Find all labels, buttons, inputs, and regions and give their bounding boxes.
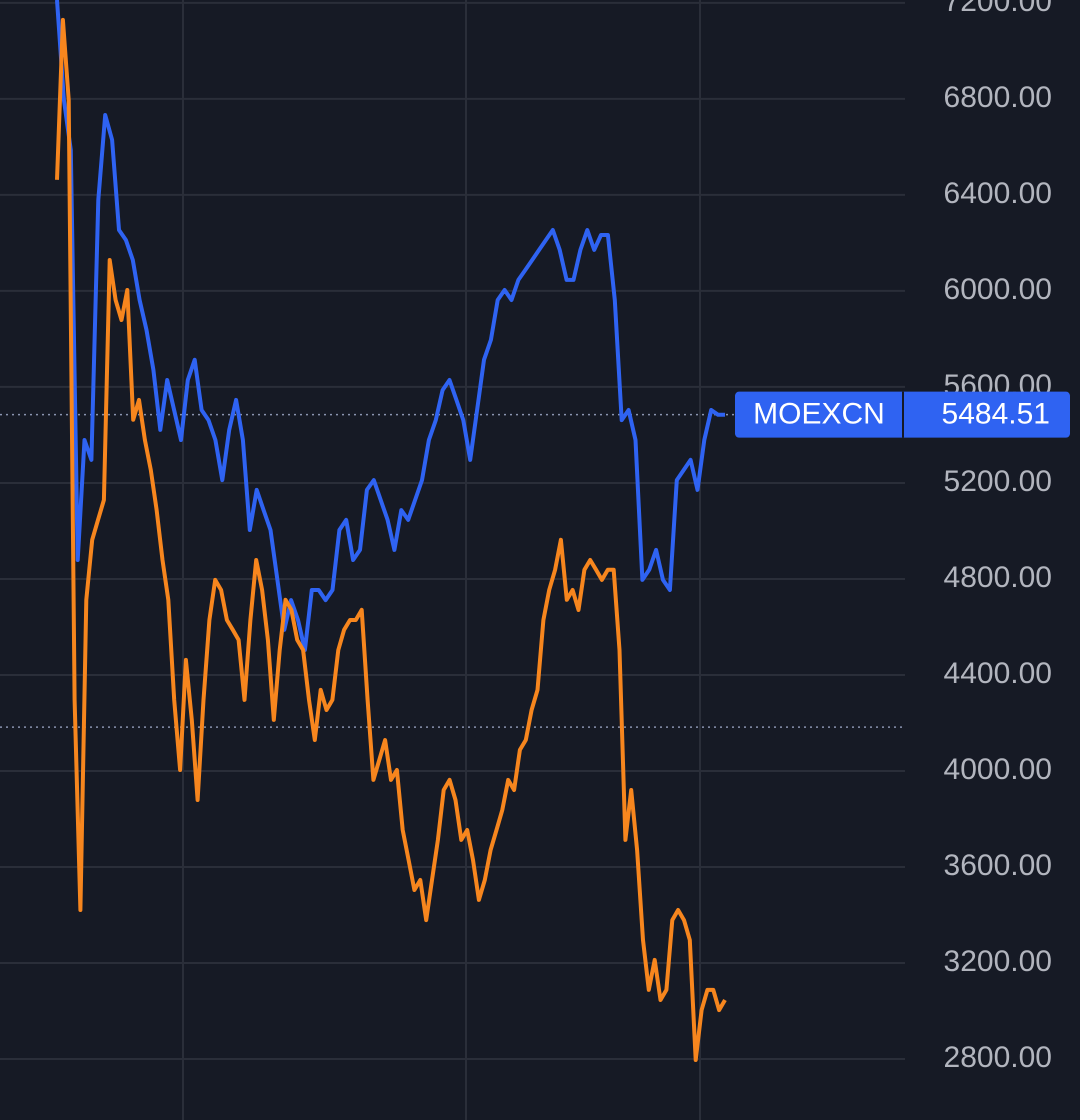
series-name: MOEXCN [753,398,885,431]
y-tick-label: 3200.00 [944,945,1052,978]
y-tick-label: 6400.00 [944,177,1052,210]
series-line [55,0,725,652]
last-value-label: 5484.51 [942,398,1050,431]
y-tick-label: 2800.00 [944,1041,1052,1074]
series-line [55,17,727,1062]
y-tick-label: 4400.00 [944,657,1052,690]
y-tick-label: 6000.00 [944,273,1052,306]
y-tick-label: 6800.00 [944,81,1052,114]
y-tick-label: 5200.00 [944,465,1052,498]
y-tick-label: 7200.00 [944,0,1052,18]
y-tick-label: 3600.00 [944,849,1052,882]
y-tick-label: 4000.00 [944,753,1052,786]
labels: 2800.00 3200.00 3600.00 4000.00 4400.00 4800.… [735,0,1070,1074]
y-tick-label: 4800.00 [944,561,1052,594]
lines [55,0,727,1062]
